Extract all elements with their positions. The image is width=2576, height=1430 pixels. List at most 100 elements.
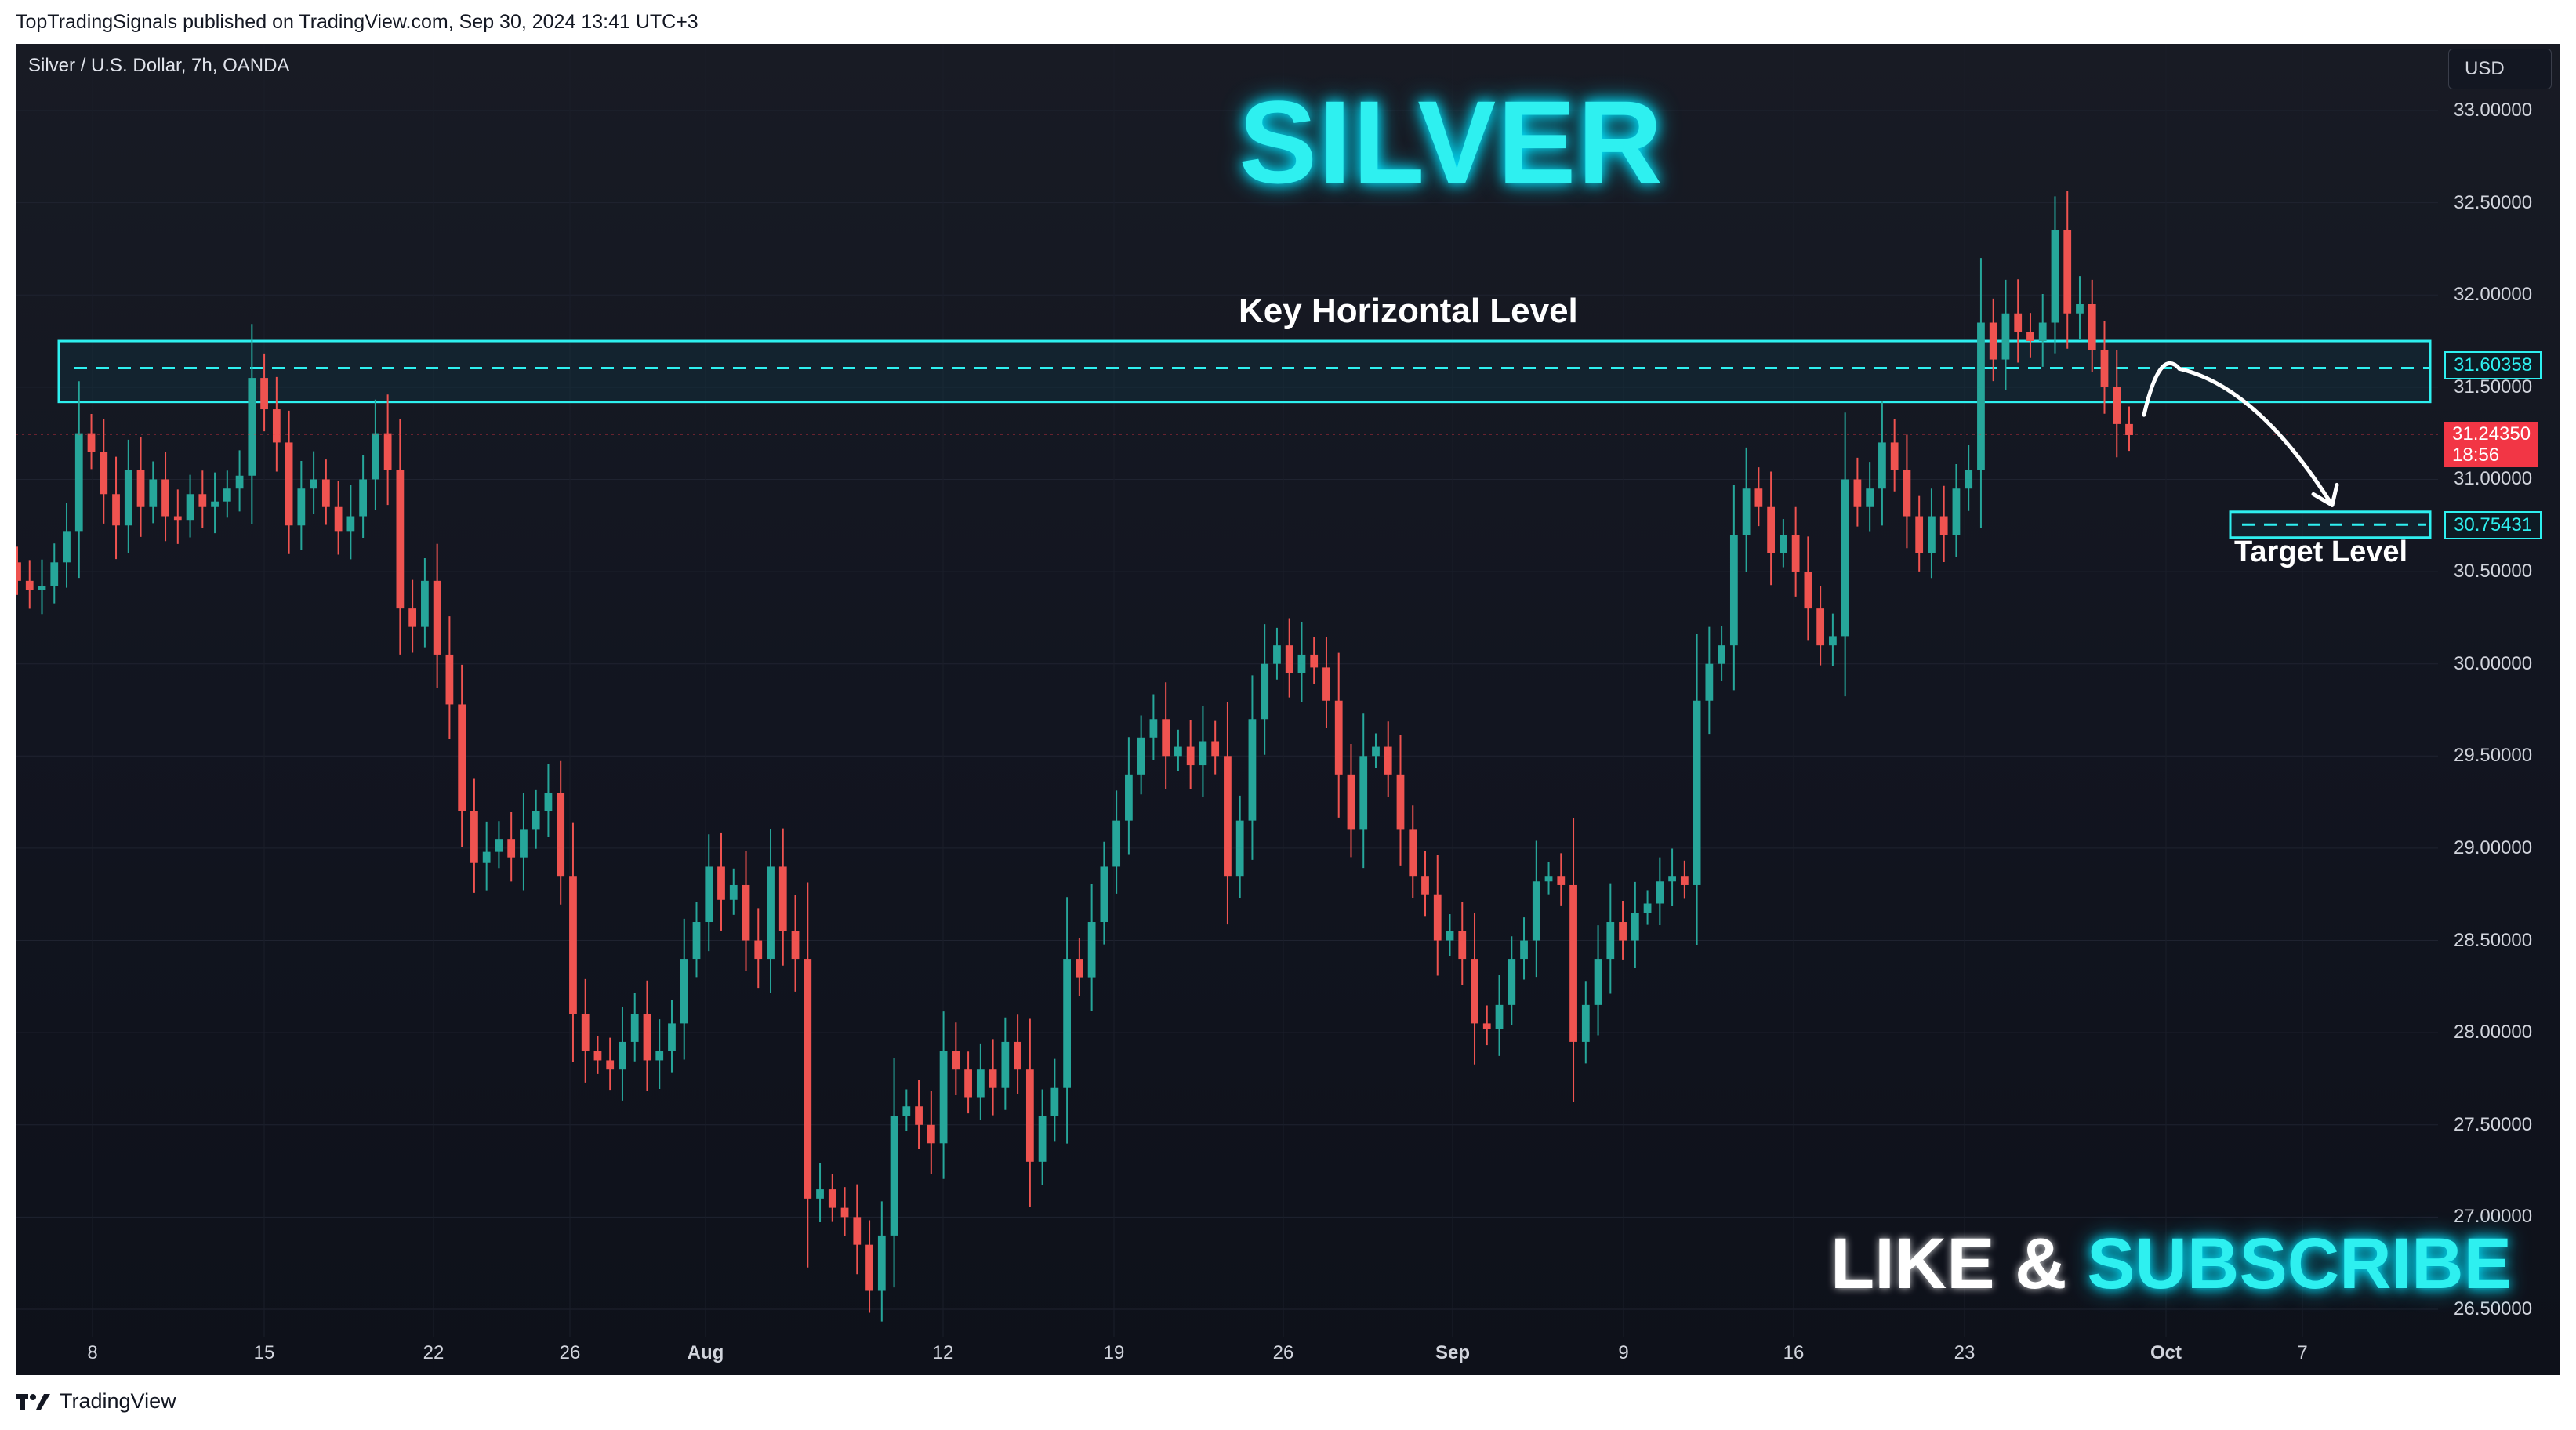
- candle-body: [1581, 1004, 1590, 1042]
- candle-body: [816, 1189, 824, 1199]
- candle-body: [1606, 922, 1615, 960]
- date-tick-label: Aug: [687, 1342, 724, 1363]
- price-tick-label: 30.00000: [2454, 652, 2533, 674]
- candle-body: [1433, 894, 1442, 941]
- chart-area[interactable]: [16, 44, 2560, 1375]
- candle-body: [38, 586, 46, 590]
- candle-body: [1853, 479, 1862, 507]
- date-tick-label: 16: [1783, 1342, 1805, 1363]
- overlay-layer: [16, 361, 2438, 507]
- candle-body: [828, 1189, 836, 1208]
- candle-body: [717, 866, 725, 900]
- candle-body: [1001, 1041, 1010, 1088]
- candle-body: [840, 1207, 849, 1218]
- price-tick-label: 32.00000: [2454, 284, 2533, 306]
- candle-body: [1421, 876, 1429, 895]
- candle-body: [2088, 303, 2096, 350]
- tradingview-logo-icon: [16, 1393, 50, 1410]
- publish-info: TopTradingSignals published on TradingVi…: [16, 11, 698, 33]
- candle-body: [976, 1069, 985, 1098]
- tradingview-logo[interactable]: TradingView: [16, 1389, 176, 1414]
- candle-body: [1162, 719, 1170, 757]
- candle-body: [173, 516, 182, 521]
- candle-body: [890, 1116, 898, 1236]
- candle-body: [1829, 636, 1837, 646]
- candle-body: [877, 1235, 886, 1291]
- key-level-label: Key Horizontal Level: [1239, 292, 1578, 330]
- candle-body: [285, 442, 293, 526]
- candle-body: [902, 1106, 911, 1116]
- candle-body: [1112, 820, 1121, 867]
- candle-body: [1359, 756, 1368, 830]
- candle-body: [1680, 876, 1689, 885]
- target-price: 30.75431: [2454, 514, 2533, 535]
- candle-body: [1137, 737, 1145, 775]
- price-tick-label: 30.50000: [2454, 561, 2533, 583]
- candle-body: [74, 433, 83, 532]
- candle-body: [1668, 876, 1676, 882]
- price-tick-label: 26.50000: [2454, 1298, 2533, 1319]
- candle-body: [619, 1041, 626, 1070]
- candle-body: [729, 884, 738, 900]
- candle-body: [16, 562, 21, 581]
- zone-layer: [57, 339, 2432, 539]
- candle-body: [1458, 931, 1467, 960]
- date-tick-label: 8: [87, 1342, 98, 1363]
- candle-body: [754, 940, 763, 960]
- footer: [0, 1375, 2576, 1430]
- candle-body: [198, 494, 207, 507]
- date-tick-label: 7: [2297, 1342, 2308, 1363]
- candle-body: [2125, 423, 2133, 436]
- candle-body: [272, 409, 281, 443]
- candle-body: [1729, 535, 1738, 646]
- candle-body: [161, 479, 169, 517]
- candle-body: [1100, 866, 1108, 923]
- candle-body: [1989, 322, 1997, 360]
- candle-body: [1508, 959, 1516, 1005]
- candle-body: [63, 531, 71, 563]
- candle-body: [1087, 922, 1096, 978]
- cta-like-text: LIKE &: [1830, 1224, 2088, 1304]
- candle-body: [1149, 719, 1158, 738]
- key-level-price-tag: 31.60358: [2444, 351, 2542, 379]
- candle-body: [211, 501, 219, 507]
- date-tick-label: 15: [253, 1342, 275, 1363]
- candle-body: [520, 829, 528, 858]
- candle-body: [1841, 479, 1849, 637]
- candle-body: [1186, 746, 1195, 766]
- candle-body: [321, 479, 330, 507]
- candle-body: [1693, 700, 1701, 885]
- candle-body: [2038, 322, 2047, 342]
- candle-body: [791, 931, 800, 960]
- candle-body: [433, 580, 441, 655]
- candle-body: [989, 1069, 997, 1088]
- candle-body: [408, 608, 417, 627]
- candle-body: [297, 488, 306, 526]
- candle-body: [1014, 1041, 1021, 1070]
- candle-body: [470, 811, 478, 863]
- candle-body: [1409, 829, 1417, 877]
- candle-body: [1532, 881, 1540, 941]
- currency-button[interactable]: USD: [2448, 49, 2552, 89]
- candle-body: [853, 1217, 862, 1245]
- candle-body: [1224, 756, 1232, 877]
- candle-body: [482, 851, 491, 863]
- price-tick-label: 31.00000: [2454, 468, 2533, 490]
- candle-body: [1952, 488, 1961, 535]
- candle-body: [383, 433, 392, 470]
- date-tick-label: 26: [559, 1342, 581, 1363]
- symbol-label[interactable]: Silver / U.S. Dollar, 7h, OANDA: [28, 55, 290, 76]
- price-tick-label: 28.50000: [2454, 929, 2533, 951]
- candle-body: [1520, 940, 1528, 960]
- date-tick-label: 12: [932, 1342, 954, 1363]
- candle-body: [1767, 506, 1776, 553]
- candle-body: [544, 793, 553, 811]
- chart-canvas[interactable]: [16, 44, 2560, 1375]
- candle-body: [1939, 516, 1948, 535]
- candle-body: [569, 876, 577, 1014]
- candle-body: [643, 1014, 651, 1061]
- candle-body: [1075, 959, 1083, 978]
- target-price-tag: 30.75431: [2444, 511, 2542, 539]
- candle-body: [1038, 1116, 1047, 1162]
- candle-body: [927, 1124, 935, 1144]
